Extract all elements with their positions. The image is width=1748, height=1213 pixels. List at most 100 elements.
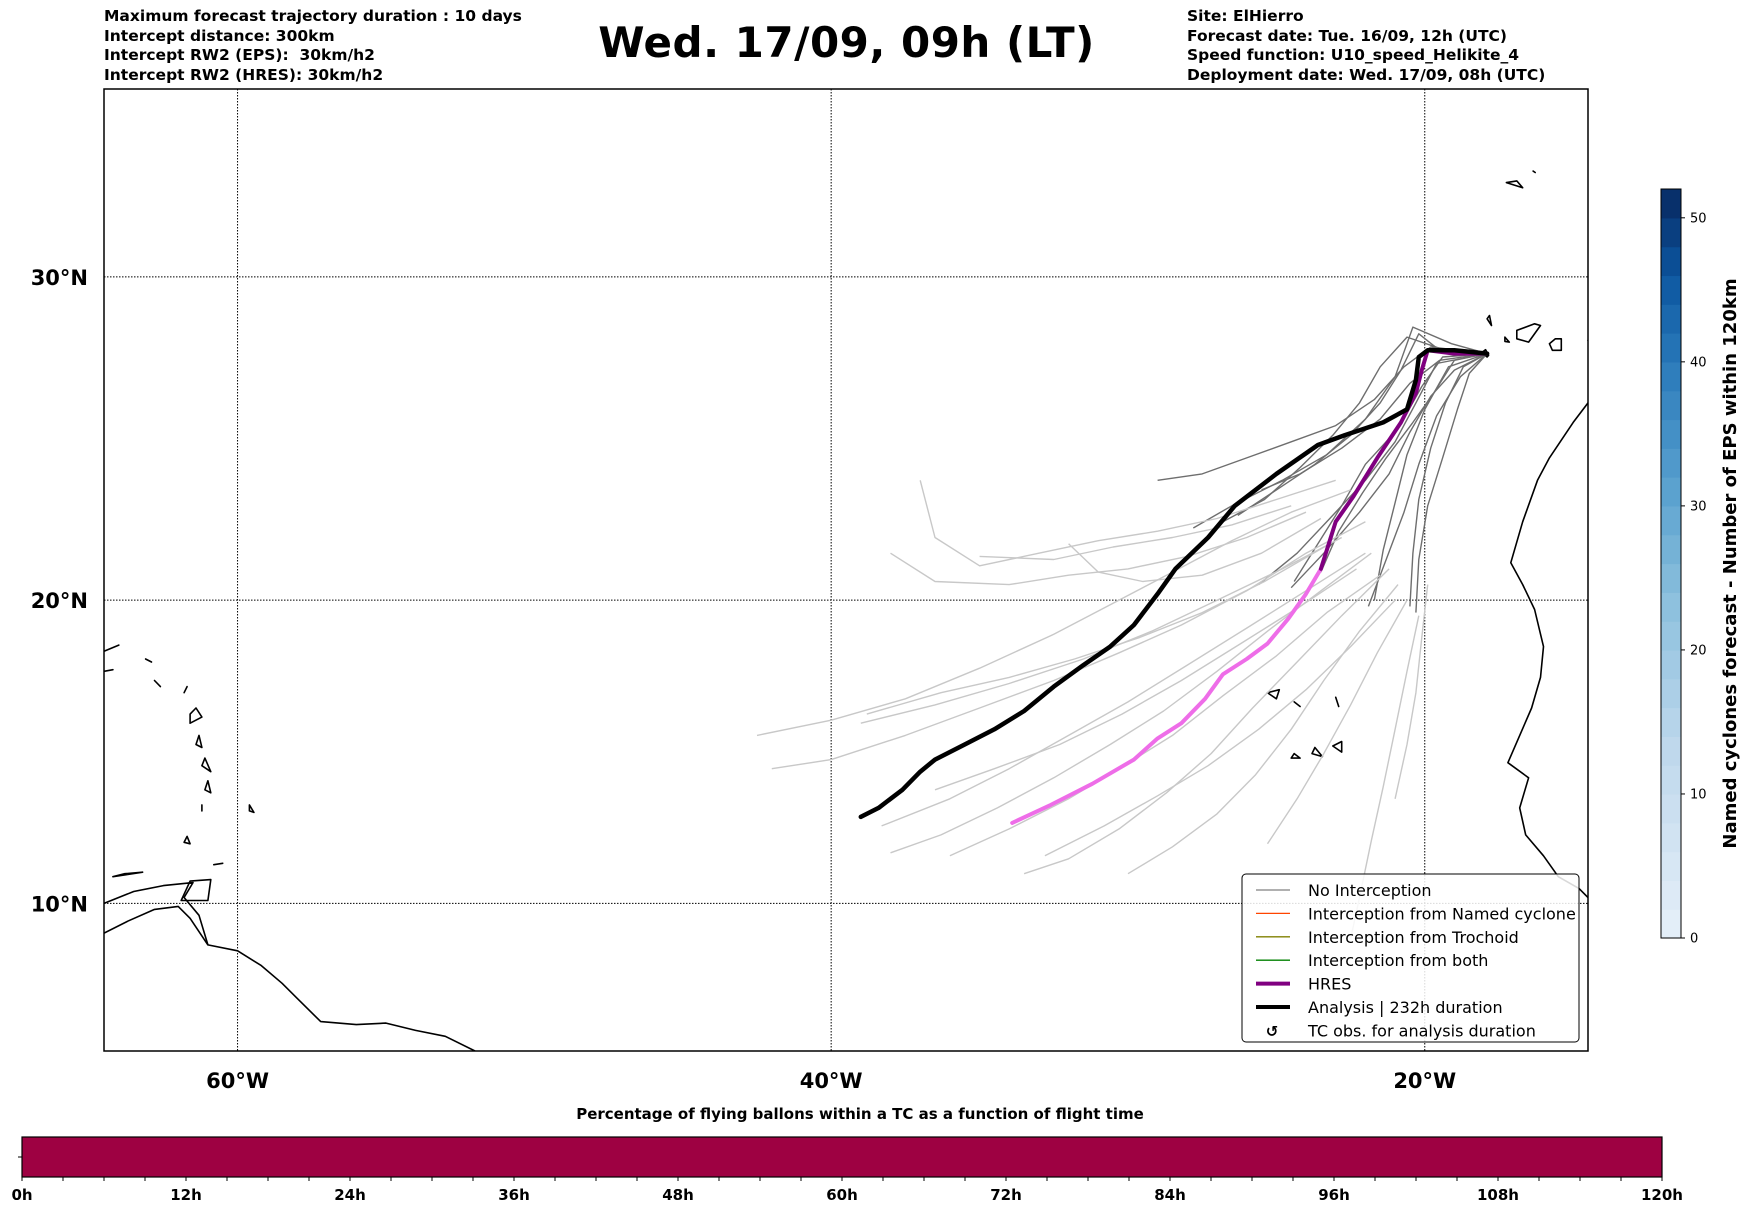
island-outline (1532, 170, 1536, 174)
venezuela-coastline (104, 905, 209, 946)
timebar-tick-label: 48h (662, 1186, 694, 1204)
colorbar-segment (1661, 304, 1681, 334)
colorbar-segment (1661, 361, 1681, 392)
colorbar-segment (1661, 333, 1681, 363)
ensemble-trajectory (1044, 599, 1396, 857)
colorbar-segment (1661, 822, 1681, 853)
colorbar-segment (1661, 909, 1681, 939)
island-outline (1334, 696, 1340, 708)
map-gridlines (104, 89, 1588, 1051)
trinidad-outline (180, 878, 212, 902)
header-left-line: Intercept distance: 300km (104, 26, 335, 45)
island-outline (1293, 701, 1301, 708)
colorbar-tick-label: 0 (1690, 932, 1698, 947)
colorbar-segment (1661, 477, 1681, 507)
island-outline (1516, 323, 1542, 343)
ensemble-trajectory (1266, 599, 1408, 845)
ensemble-trajectory (979, 505, 1292, 561)
map-legend: No Interception Interception from Named c… (1241, 873, 1580, 1043)
y-tick-label: 30°N (31, 266, 88, 290)
colorbar-segment (1661, 563, 1681, 593)
colorbar-segment (1661, 592, 1681, 622)
cyclone-colorbar: 0 10 20 30 40 50 Named cyclones forecast - Num… (1660, 188, 1741, 947)
ensemble-trajectory (1320, 352, 1488, 573)
tc-obs-marker-icon: ↺ (1266, 1022, 1279, 1040)
island-outline (183, 835, 191, 845)
ensemble-trajectory (1237, 333, 1488, 516)
timebar-tick-label: 36h (498, 1186, 530, 1204)
colorbar-tick-label: 20 (1690, 643, 1707, 658)
island-outline (1504, 336, 1511, 343)
colorbar-segment (1661, 678, 1681, 709)
ensemble-trajectory (1394, 584, 1429, 799)
africa-coastline (1507, 402, 1588, 899)
ensemble-trajectory (1023, 568, 1390, 875)
legend-label: Interception from both (1308, 951, 1488, 970)
island-outline (1332, 740, 1343, 753)
x-tick-label: 40°W (800, 1069, 863, 1093)
timebar-tick-label: 72h (990, 1186, 1022, 1204)
colorbar-segment (1661, 621, 1681, 651)
island-outline (213, 862, 224, 866)
colorbar-segment (1661, 649, 1681, 680)
ensemble-trajectory (1415, 353, 1488, 613)
x-tick-label: 60°W (206, 1069, 269, 1093)
header-right-info: Site: ElHierro Forecast date: Tue. 16/09,… (1187, 7, 1545, 85)
colorbar-tick-label: 30 (1690, 499, 1707, 514)
timebar-tick-label: 84h (1154, 1186, 1186, 1204)
ensemble-trajectory (949, 574, 1381, 857)
y-tick-label: 10°N (31, 892, 88, 916)
ensemble-trajectory (1222, 336, 1488, 523)
colorbar-segment (1661, 217, 1681, 248)
island-outline (104, 644, 120, 653)
timebar-tick-label: 0h (11, 1186, 32, 1204)
colorbar-frame (1660, 188, 1682, 939)
island-outline (1311, 746, 1324, 758)
header-left-line: Maximum forecast trajectory duration : 1… (104, 7, 522, 25)
colorbar-segment (1661, 880, 1681, 910)
colorbar-segment (1661, 505, 1681, 536)
island-outline (204, 780, 212, 794)
timebar-tick-label: 12h (170, 1186, 202, 1204)
island-outline (1266, 688, 1281, 700)
island-outline (144, 658, 153, 663)
header-left-info: Maximum forecast trajectory duration : 1… (104, 7, 522, 85)
legend-label: No Interception (1308, 881, 1432, 900)
timebar-tick-label: 108h (1477, 1186, 1519, 1204)
header-right-line: Speed function: U10_speed_Helikite_4 (1187, 46, 1520, 64)
header-right-line: Site: ElHierro (1187, 7, 1304, 25)
analysis-trajectory (858, 348, 1490, 820)
ensemble-trajectory (1293, 352, 1488, 582)
ensemble-trajectory (866, 543, 1331, 715)
timebar-segment (22, 1137, 1662, 1177)
colorbar-tick-label: 10 (1690, 787, 1707, 802)
island-outline (1548, 338, 1563, 352)
legend-label: TC obs. for analysis duration (1307, 1021, 1536, 1040)
colorbar-segment (1661, 707, 1681, 737)
colorbar-segment (1661, 851, 1681, 881)
ensemble-trajectory (1068, 517, 1322, 583)
ensemble-trajectory (1127, 584, 1399, 875)
map-frame (103, 88, 1589, 1052)
flight-time-bar: 0h 12h 24h 36h 48h 60h 72h 84h 96h 108h 120h (11, 1136, 1683, 1204)
island-outline (195, 734, 203, 749)
colorbar-segment (1661, 765, 1681, 795)
legend-label: HRES (1308, 975, 1351, 994)
colorbar-segment (1661, 534, 1681, 565)
header-right-line: Deployment date: Wed. 17/09, 08h (UTC) (1187, 65, 1546, 84)
island-outline (1505, 180, 1524, 189)
page-title: Wed. 17/09, 09h (LT) (598, 18, 1095, 67)
island-outline (183, 685, 188, 694)
main-trajectories (858, 348, 1490, 825)
south-america-coastline (104, 881, 476, 1051)
header-left-line: Intercept RW2 (HRES): 30km/h2 (104, 65, 384, 84)
colorbar-tick-label: 50 (1690, 211, 1707, 226)
ensemble-trajectory (771, 521, 1366, 770)
legend-label: Analysis | 232h duration (1308, 998, 1503, 1017)
hres-trajectory (1318, 348, 1490, 571)
colorbar-segment (1661, 736, 1681, 766)
timebar-tick-label: 60h (826, 1186, 858, 1204)
hres-trajectory-tail (1010, 566, 1323, 825)
timebar-tick-label: 24h (334, 1186, 366, 1204)
